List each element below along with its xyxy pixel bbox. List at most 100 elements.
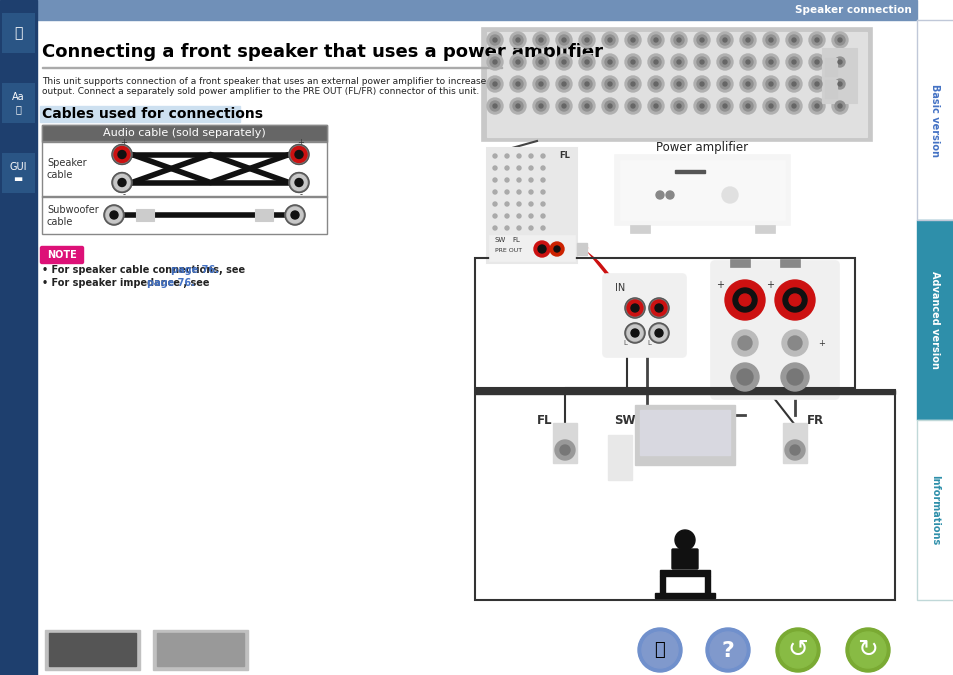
Circle shape bbox=[559, 445, 569, 455]
Circle shape bbox=[705, 628, 749, 672]
Circle shape bbox=[533, 54, 548, 70]
Circle shape bbox=[289, 144, 309, 165]
Circle shape bbox=[654, 38, 658, 42]
Circle shape bbox=[490, 101, 499, 111]
Text: Aa
👁: Aa 👁 bbox=[11, 92, 24, 114]
Circle shape bbox=[762, 54, 779, 70]
Circle shape bbox=[558, 101, 568, 111]
Bar bbox=[136, 209, 153, 221]
Circle shape bbox=[504, 202, 509, 206]
Text: IN: IN bbox=[615, 283, 624, 293]
FancyBboxPatch shape bbox=[671, 549, 698, 569]
Bar bbox=[42, 125, 327, 141]
Bar bbox=[40, 106, 240, 122]
Circle shape bbox=[601, 98, 618, 114]
Circle shape bbox=[581, 79, 592, 89]
Text: +: + bbox=[297, 138, 304, 147]
Text: 📖: 📖 bbox=[654, 641, 664, 659]
Circle shape bbox=[814, 60, 818, 64]
Circle shape bbox=[738, 336, 751, 350]
Circle shape bbox=[529, 214, 533, 218]
Circle shape bbox=[104, 205, 124, 225]
Circle shape bbox=[536, 35, 545, 45]
Circle shape bbox=[556, 76, 572, 92]
Text: ↻: ↻ bbox=[857, 638, 878, 662]
Text: cable: cable bbox=[47, 217, 73, 227]
Circle shape bbox=[775, 628, 820, 672]
Circle shape bbox=[665, 191, 673, 199]
Circle shape bbox=[720, 101, 729, 111]
Circle shape bbox=[624, 298, 644, 318]
Text: 📖: 📖 bbox=[13, 26, 22, 40]
Circle shape bbox=[650, 35, 660, 45]
Circle shape bbox=[626, 300, 642, 316]
Circle shape bbox=[788, 79, 799, 89]
Circle shape bbox=[831, 98, 847, 114]
Circle shape bbox=[584, 60, 588, 64]
Circle shape bbox=[656, 191, 663, 199]
Circle shape bbox=[670, 32, 686, 48]
Circle shape bbox=[717, 54, 732, 70]
Circle shape bbox=[627, 101, 638, 111]
Circle shape bbox=[670, 76, 686, 92]
Text: SW: SW bbox=[614, 414, 635, 427]
Circle shape bbox=[558, 57, 568, 67]
Circle shape bbox=[493, 154, 497, 158]
Circle shape bbox=[731, 330, 758, 356]
Circle shape bbox=[697, 101, 706, 111]
Text: +: + bbox=[818, 338, 824, 348]
Circle shape bbox=[673, 35, 683, 45]
Circle shape bbox=[558, 35, 568, 45]
Circle shape bbox=[513, 35, 522, 45]
Text: GUI
▬: GUI ▬ bbox=[10, 162, 27, 184]
Circle shape bbox=[811, 101, 821, 111]
Text: 84: 84 bbox=[60, 637, 79, 653]
Text: Subwoofer: Subwoofer bbox=[47, 205, 99, 215]
Circle shape bbox=[811, 79, 821, 89]
Circle shape bbox=[534, 241, 550, 257]
Circle shape bbox=[722, 38, 726, 42]
Circle shape bbox=[648, 323, 668, 343]
Circle shape bbox=[601, 54, 618, 70]
Circle shape bbox=[677, 82, 680, 86]
Circle shape bbox=[781, 363, 808, 391]
Circle shape bbox=[291, 175, 307, 190]
Circle shape bbox=[536, 57, 545, 67]
Circle shape bbox=[493, 214, 497, 218]
Circle shape bbox=[493, 82, 497, 86]
Text: FL: FL bbox=[537, 414, 552, 427]
Circle shape bbox=[624, 98, 640, 114]
Circle shape bbox=[584, 104, 588, 108]
Circle shape bbox=[529, 178, 533, 182]
Bar bbox=[152, 630, 248, 670]
Bar bbox=[782, 423, 806, 463]
Text: ?: ? bbox=[720, 641, 734, 661]
Circle shape bbox=[493, 166, 497, 170]
Circle shape bbox=[814, 38, 818, 42]
Circle shape bbox=[112, 144, 132, 165]
Circle shape bbox=[540, 154, 544, 158]
Circle shape bbox=[624, 54, 640, 70]
Circle shape bbox=[784, 440, 804, 460]
Circle shape bbox=[537, 245, 545, 253]
Circle shape bbox=[739, 294, 750, 306]
Bar bbox=[157, 633, 244, 666]
Circle shape bbox=[655, 329, 662, 337]
Text: Audio cable (sold separately): Audio cable (sold separately) bbox=[103, 128, 266, 138]
Circle shape bbox=[650, 57, 660, 67]
Circle shape bbox=[740, 76, 755, 92]
Circle shape bbox=[493, 190, 497, 194]
Circle shape bbox=[720, 79, 729, 89]
Circle shape bbox=[294, 178, 303, 186]
Text: cable: cable bbox=[47, 171, 73, 180]
Circle shape bbox=[745, 82, 749, 86]
Circle shape bbox=[811, 57, 821, 67]
Circle shape bbox=[788, 101, 799, 111]
Circle shape bbox=[837, 104, 841, 108]
Circle shape bbox=[693, 98, 709, 114]
Bar bbox=[729, 259, 749, 267]
Circle shape bbox=[624, 76, 640, 92]
Circle shape bbox=[486, 98, 502, 114]
Circle shape bbox=[538, 38, 542, 42]
Circle shape bbox=[561, 104, 565, 108]
